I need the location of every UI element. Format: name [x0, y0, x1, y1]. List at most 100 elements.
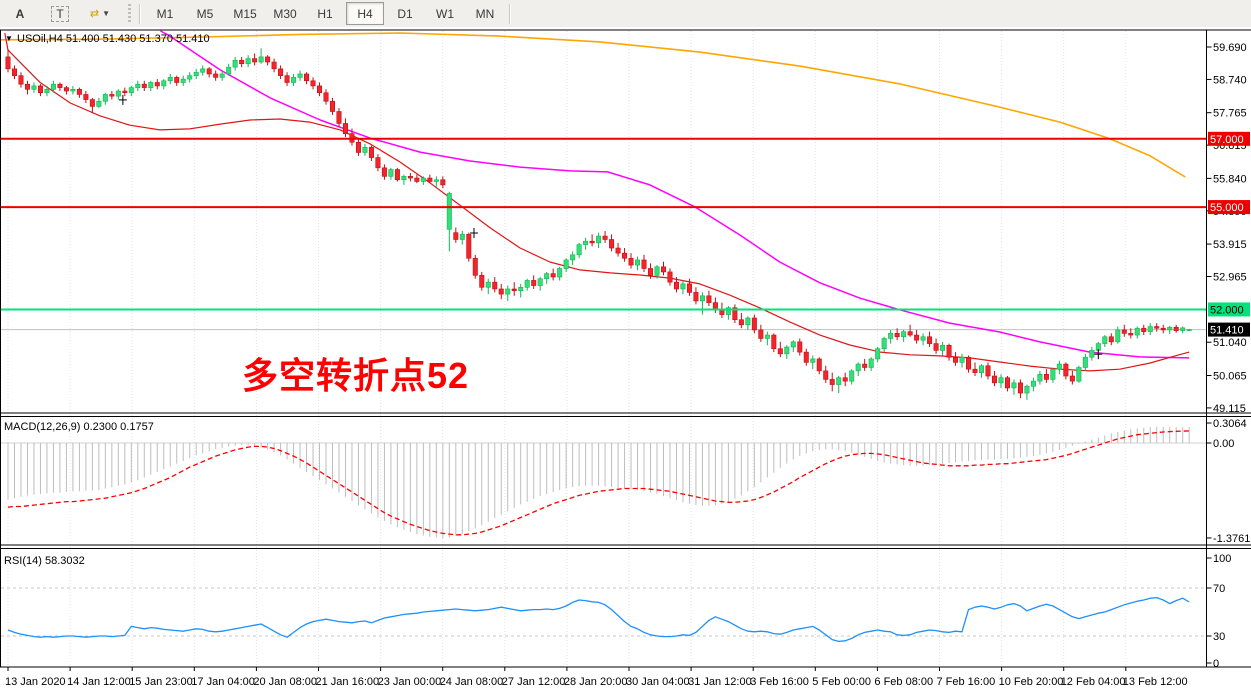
candle-body — [375, 157, 381, 169]
candle-body — [823, 370, 829, 380]
candle-body — [1134, 327, 1140, 336]
candle-body — [83, 94, 89, 100]
candle-body — [180, 78, 186, 83]
level-57.000-badge-label: 57.000 — [1210, 134, 1244, 146]
period-button-m5[interactable]: M5 — [196, 6, 214, 21]
period-button-h4[interactable]: H4 — [346, 2, 384, 25]
candle-body — [24, 83, 30, 90]
candle-body — [1011, 382, 1017, 389]
ma-slow-orange — [0, 32, 1186, 178]
rsi-indicator-label: RSI(14) 58.3032 — [4, 555, 85, 567]
candle-body — [1108, 336, 1114, 343]
price-axis-label: 49.115 — [1213, 403, 1246, 415]
period-button-h1[interactable]: H1 — [317, 6, 333, 21]
candle-body — [167, 77, 173, 82]
candle-body — [563, 259, 569, 269]
time-axis-label: 20 Jan 08:00 — [253, 676, 317, 688]
period-button-m30[interactable]: M30 — [273, 6, 297, 21]
candle-body — [239, 60, 245, 65]
candle-body — [453, 232, 459, 240]
arrow-cursor-button[interactable]: A — [15, 6, 25, 21]
candle-body — [18, 75, 24, 85]
candle-body — [278, 68, 284, 76]
price-axis-label: 50.065 — [1213, 370, 1247, 382]
toolbar-grip[interactable] — [128, 3, 131, 24]
candle-body — [297, 73, 303, 78]
candle-body — [76, 89, 82, 95]
candle-body — [200, 68, 206, 73]
candle-body — [615, 247, 621, 254]
candle-body — [570, 254, 576, 261]
candle-body — [1030, 380, 1036, 387]
candle-body — [317, 85, 323, 94]
candle-body — [531, 280, 537, 286]
arrows-objects-button[interactable]: ⇄ ▼ — [81, 2, 119, 25]
period-button-m1[interactable]: M1 — [156, 6, 174, 21]
candle-body — [985, 365, 991, 377]
candle-body — [797, 341, 803, 353]
time-axis-label: 24 Jan 08:00 — [440, 676, 504, 688]
level-55.000-badge — [1208, 200, 1250, 215]
period-button-m15[interactable]: M15 — [233, 6, 257, 21]
time-axis-label: 23 Jan 00:00 — [378, 676, 442, 688]
candle-body — [323, 92, 329, 102]
time-axis-label: 31 Jan 12:00 — [688, 676, 752, 688]
macd-indicator-label: MACD(12,26,9) 0.2300 0.1757 — [4, 421, 154, 433]
candle-body — [1167, 326, 1173, 331]
candle-body — [388, 169, 394, 177]
candle-body — [842, 377, 848, 382]
time-axis-label: 15 Jan 23:00 — [129, 676, 193, 688]
candle-body — [940, 344, 946, 351]
candle-body — [907, 331, 913, 336]
candle-body — [5, 56, 11, 70]
candle-body — [1076, 367, 1082, 382]
candle-body — [433, 179, 439, 182]
macd-axis-label: -1.3761 — [1213, 533, 1250, 545]
candle-body — [414, 177, 420, 182]
candle-body — [914, 334, 920, 341]
chart-area[interactable]: 59.69058.74057.76556.81555.84054.89053.9… — [0, 27, 1251, 695]
text-icon: T — [51, 5, 69, 22]
candle-body — [654, 266, 660, 276]
candle-body — [680, 283, 686, 290]
symbol-dropdown-icon[interactable]: ▼ — [5, 34, 13, 43]
text-tool-button[interactable]: T — [41, 2, 79, 25]
candle-body — [966, 356, 972, 370]
chart-canvas[interactable]: 59.69058.74057.76556.81555.84054.89053.9… — [0, 27, 1251, 695]
candle-body — [868, 358, 874, 368]
candle-body — [310, 80, 316, 87]
candle-body — [810, 358, 816, 363]
candle-body — [122, 90, 128, 94]
macd-signal-line — [7, 430, 1190, 536]
candle-body — [505, 288, 511, 295]
candle-body — [96, 100, 102, 107]
time-axis-label: 13 Feb 12:00 — [1123, 676, 1188, 688]
candle-body — [544, 273, 550, 280]
candle-body — [1069, 375, 1075, 382]
candle-body — [102, 94, 108, 102]
candle-body — [1115, 329, 1121, 343]
candle-body — [50, 83, 56, 90]
candle-body — [213, 73, 219, 78]
time-axis-label: 6 Feb 08:00 — [874, 676, 933, 688]
rsi-axis-label: 30 — [1213, 631, 1225, 643]
candle-body — [226, 66, 232, 75]
level-52.000-badge — [1208, 302, 1250, 317]
candle-body — [790, 341, 796, 348]
time-axis-label: 21 Jan 16:00 — [316, 676, 380, 688]
candle-body — [258, 56, 264, 63]
candle-body — [368, 147, 374, 158]
period-button-mn[interactable]: MN — [475, 6, 495, 21]
period-button-d1[interactable]: D1 — [397, 6, 413, 21]
candle-body — [304, 73, 310, 82]
candle-body — [219, 73, 225, 78]
candle-body — [70, 89, 76, 92]
candle-body — [725, 307, 731, 315]
candle-body — [1173, 326, 1179, 331]
candle-body — [511, 288, 517, 291]
candle-body — [550, 273, 556, 278]
period-button-w1[interactable]: W1 — [436, 6, 454, 21]
candle-body — [712, 302, 718, 310]
candle-body — [849, 370, 855, 382]
